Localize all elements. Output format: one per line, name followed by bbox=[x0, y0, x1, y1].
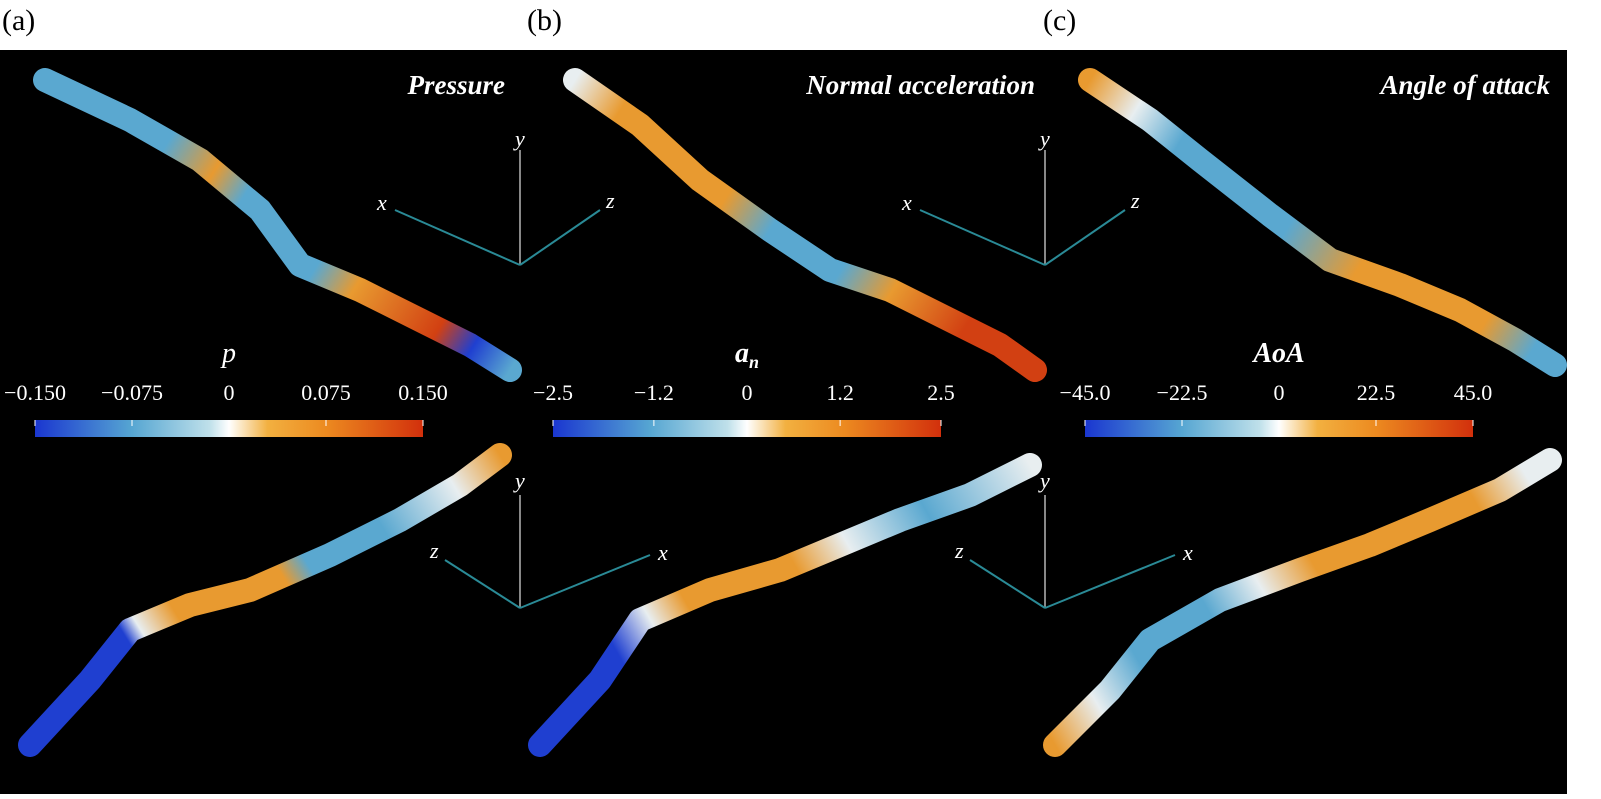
axis-label: z bbox=[429, 538, 439, 563]
body-shape bbox=[1078, 68, 1567, 377]
body-shape bbox=[528, 453, 1042, 757]
colorbar-tick-label: 0.075 bbox=[301, 380, 351, 405]
body-shape bbox=[563, 68, 1047, 382]
colorbar-tick-label: 45.0 bbox=[1454, 380, 1493, 405]
colorbar-tick-label: 0 bbox=[742, 380, 753, 405]
axis-line bbox=[444, 559, 521, 609]
axis-label: x bbox=[1182, 540, 1193, 565]
body-shape bbox=[18, 443, 512, 757]
axis-label: x bbox=[376, 190, 387, 215]
colorbar bbox=[553, 420, 941, 437]
colorbar-label: AoA bbox=[1251, 338, 1304, 369]
colorbar-tick-label: −0.150 bbox=[4, 380, 66, 405]
colorbar-tick-label: 0 bbox=[224, 380, 235, 405]
axis-line bbox=[1044, 209, 1126, 266]
axis-label: y bbox=[513, 126, 525, 151]
axis-label: y bbox=[513, 468, 525, 493]
body-shape bbox=[33, 68, 522, 382]
axis-line bbox=[919, 209, 1046, 266]
panel-title: Normal acceleration bbox=[805, 70, 1035, 100]
axis-line bbox=[394, 209, 521, 266]
colorbar-subscript: n bbox=[749, 352, 759, 372]
panel-title: Angle of attack bbox=[1379, 70, 1551, 100]
axis-label: z bbox=[605, 188, 615, 213]
colorbar-tick-label: −0.075 bbox=[101, 380, 163, 405]
body-shape bbox=[1043, 448, 1562, 757]
colorbar-tick-label: −45.0 bbox=[1060, 380, 1111, 405]
colorbar-label: p bbox=[220, 338, 236, 369]
axis-label: z bbox=[954, 538, 964, 563]
colorbar-tick-label: 1.2 bbox=[826, 380, 854, 405]
axis-line bbox=[969, 559, 1046, 609]
axis-label: y bbox=[1038, 126, 1050, 151]
colorbar-tick-label: −1.2 bbox=[634, 380, 674, 405]
axis-label: x bbox=[901, 190, 912, 215]
axis-label: y bbox=[1038, 468, 1050, 493]
axis-line bbox=[519, 209, 601, 266]
panel-label: (a) bbox=[2, 4, 35, 37]
colorbar-tick-label: −22.5 bbox=[1157, 380, 1208, 405]
axis-line bbox=[1044, 554, 1176, 609]
axis-label: z bbox=[1130, 188, 1140, 213]
axis-label: x bbox=[657, 540, 668, 565]
colorbar-tick-label: 22.5 bbox=[1357, 380, 1396, 405]
colorbar-tick-label: −2.5 bbox=[533, 380, 573, 405]
colorbar-tick-label: 2.5 bbox=[927, 380, 955, 405]
axis-line bbox=[519, 554, 651, 609]
colorbar-tick-label: 0.150 bbox=[398, 380, 448, 405]
panel-label: (b) bbox=[527, 4, 562, 37]
panel-title: Pressure bbox=[406, 70, 505, 100]
colorbar-tick-label: 0 bbox=[1274, 380, 1285, 405]
panel-label: (c) bbox=[1043, 4, 1076, 37]
